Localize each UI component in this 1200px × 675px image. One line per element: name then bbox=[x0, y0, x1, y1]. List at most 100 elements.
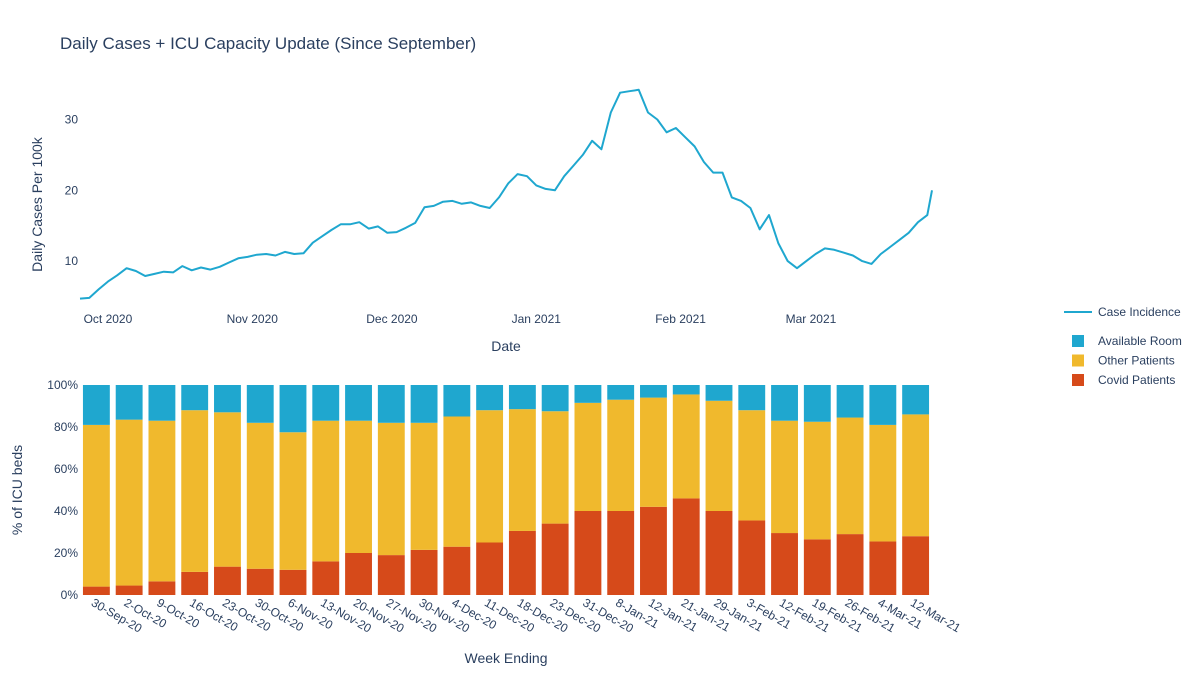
legend-item-label: Case Incidence bbox=[1098, 305, 1181, 319]
bar-available-room bbox=[902, 385, 930, 415]
bar-other-patients bbox=[410, 422, 438, 550]
bar-covid-patients bbox=[279, 569, 307, 595]
bar-covid-patients bbox=[312, 561, 340, 595]
bar-other-patients bbox=[181, 410, 209, 572]
bar-other-patients bbox=[541, 411, 569, 524]
bar-other-patients bbox=[803, 421, 831, 540]
bar-covid-patients bbox=[672, 498, 700, 595]
line-x-tick-label: Oct 2020 bbox=[84, 312, 133, 326]
bar-other-patients bbox=[443, 416, 471, 547]
bar-available-room bbox=[148, 385, 176, 421]
bar-covid-patients bbox=[214, 566, 241, 595]
bar-covid-patients bbox=[803, 539, 831, 595]
bar-covid-patients bbox=[508, 530, 536, 595]
bar-other-patients bbox=[607, 399, 635, 511]
bar-other-patients bbox=[705, 400, 733, 511]
legend-item-label: Covid Patients bbox=[1098, 373, 1175, 387]
bar-available-room bbox=[672, 385, 700, 395]
bar-y-tick-label: 40% bbox=[54, 504, 78, 518]
bar-covid-patients bbox=[345, 553, 372, 595]
line-x-axis-label: Date bbox=[491, 338, 521, 354]
line-y-tick-label: 30 bbox=[65, 113, 79, 127]
bar-covid-patients bbox=[82, 586, 110, 595]
bar-other-patients bbox=[312, 420, 340, 562]
bar-available-room bbox=[279, 385, 307, 433]
bar-x-axis-label: Week Ending bbox=[464, 650, 547, 666]
bar-covid-patients bbox=[377, 555, 405, 595]
bar-other-patients bbox=[902, 414, 930, 537]
bar-other-patients bbox=[476, 410, 504, 543]
bar-covid-patients bbox=[738, 520, 766, 595]
bar-available-room bbox=[508, 385, 536, 410]
legend-box-swatch bbox=[1072, 374, 1084, 386]
line-x-tick-label: Feb 2021 bbox=[655, 312, 706, 326]
bar-other-patients bbox=[246, 422, 274, 569]
line-chart-panel: 10 20 30 Oct 2020 Nov 2020 Dec 2020 Jan 2021 Fe… bbox=[29, 88, 933, 354]
bar-covid-patients bbox=[476, 542, 504, 595]
bar-covid-patients bbox=[115, 585, 143, 595]
legend-item-label: Other Patients bbox=[1098, 354, 1175, 368]
bar-available-room bbox=[82, 385, 110, 425]
legend-box-swatch bbox=[1072, 335, 1084, 347]
bar-other-patients bbox=[115, 419, 143, 586]
bar-y-tick-label: 60% bbox=[54, 462, 78, 476]
bar-y-tick-label: 80% bbox=[54, 420, 78, 434]
bar-available-room bbox=[803, 385, 831, 422]
bar-covid-patients bbox=[705, 511, 733, 595]
bar-available-room bbox=[377, 385, 405, 423]
bar-available-room bbox=[640, 385, 667, 398]
bar-covid-patients bbox=[410, 549, 438, 595]
bar-available-room bbox=[443, 385, 471, 417]
bar-available-room bbox=[869, 385, 897, 425]
bar-covid-patients bbox=[640, 506, 667, 595]
bar-available-room bbox=[607, 385, 635, 400]
bar-other-patients bbox=[508, 409, 536, 531]
bar-available-room bbox=[115, 385, 143, 420]
bar-covid-patients bbox=[771, 533, 798, 595]
chart-title: Daily Cases + ICU Capacity Update (Since… bbox=[60, 34, 477, 53]
bar-other-patients bbox=[836, 417, 864, 535]
bar-available-room bbox=[312, 385, 340, 421]
bar-y-tick-label: 20% bbox=[54, 546, 78, 560]
bar-other-patients bbox=[640, 397, 667, 507]
bar-covid-patients bbox=[181, 571, 209, 595]
bar-other-patients bbox=[738, 410, 766, 521]
case-incidence-line bbox=[79, 88, 933, 300]
bar-available-room bbox=[345, 385, 372, 421]
bar-available-room bbox=[214, 385, 241, 413]
legend: Case Incidence Available Room Other Patien… bbox=[1064, 305, 1182, 387]
bar-available-room bbox=[705, 385, 733, 401]
bar-other-patients bbox=[345, 420, 372, 553]
bar-other-patients bbox=[148, 420, 176, 582]
bar-other-patients bbox=[869, 424, 897, 542]
bar-covid-patients bbox=[541, 523, 569, 595]
bar-available-room bbox=[771, 385, 798, 421]
bar-other-patients bbox=[672, 394, 700, 499]
bar-other-patients bbox=[279, 432, 307, 570]
line-x-tick-label: Nov 2020 bbox=[227, 312, 279, 326]
bar-other-patients bbox=[771, 420, 798, 534]
line-x-tick-label: Jan 2021 bbox=[512, 312, 562, 326]
bar-y-tick-label: 100% bbox=[47, 378, 78, 392]
bar-available-room bbox=[738, 385, 766, 411]
line-x-tick-label: Dec 2020 bbox=[366, 312, 418, 326]
bar-available-room bbox=[181, 385, 209, 411]
bar-available-room bbox=[541, 385, 569, 412]
legend-item-label: Available Room bbox=[1098, 334, 1182, 348]
bar-y-axis-label: % of ICU beds bbox=[9, 445, 25, 535]
bar-covid-patients bbox=[443, 546, 471, 595]
bar-covid-patients bbox=[574, 511, 602, 595]
bar-covid-patients bbox=[607, 511, 635, 595]
line-y-tick-label: 20 bbox=[65, 183, 79, 197]
line-y-axis-label: Daily Cases Per 100k bbox=[29, 136, 45, 272]
bar-other-patients bbox=[82, 424, 110, 587]
bar-chart-panel: 0%20%40%60%80%100%30-Sep-202-Oct-209-Oct… bbox=[9, 378, 963, 666]
bar-available-room bbox=[410, 385, 438, 423]
legend-box-swatch bbox=[1072, 354, 1084, 367]
bar-available-room bbox=[836, 385, 864, 418]
bar-available-room bbox=[574, 385, 602, 403]
bar-other-patients bbox=[377, 422, 405, 556]
line-x-tick-label: Mar 2021 bbox=[786, 312, 837, 326]
bar-covid-patients bbox=[246, 568, 274, 595]
